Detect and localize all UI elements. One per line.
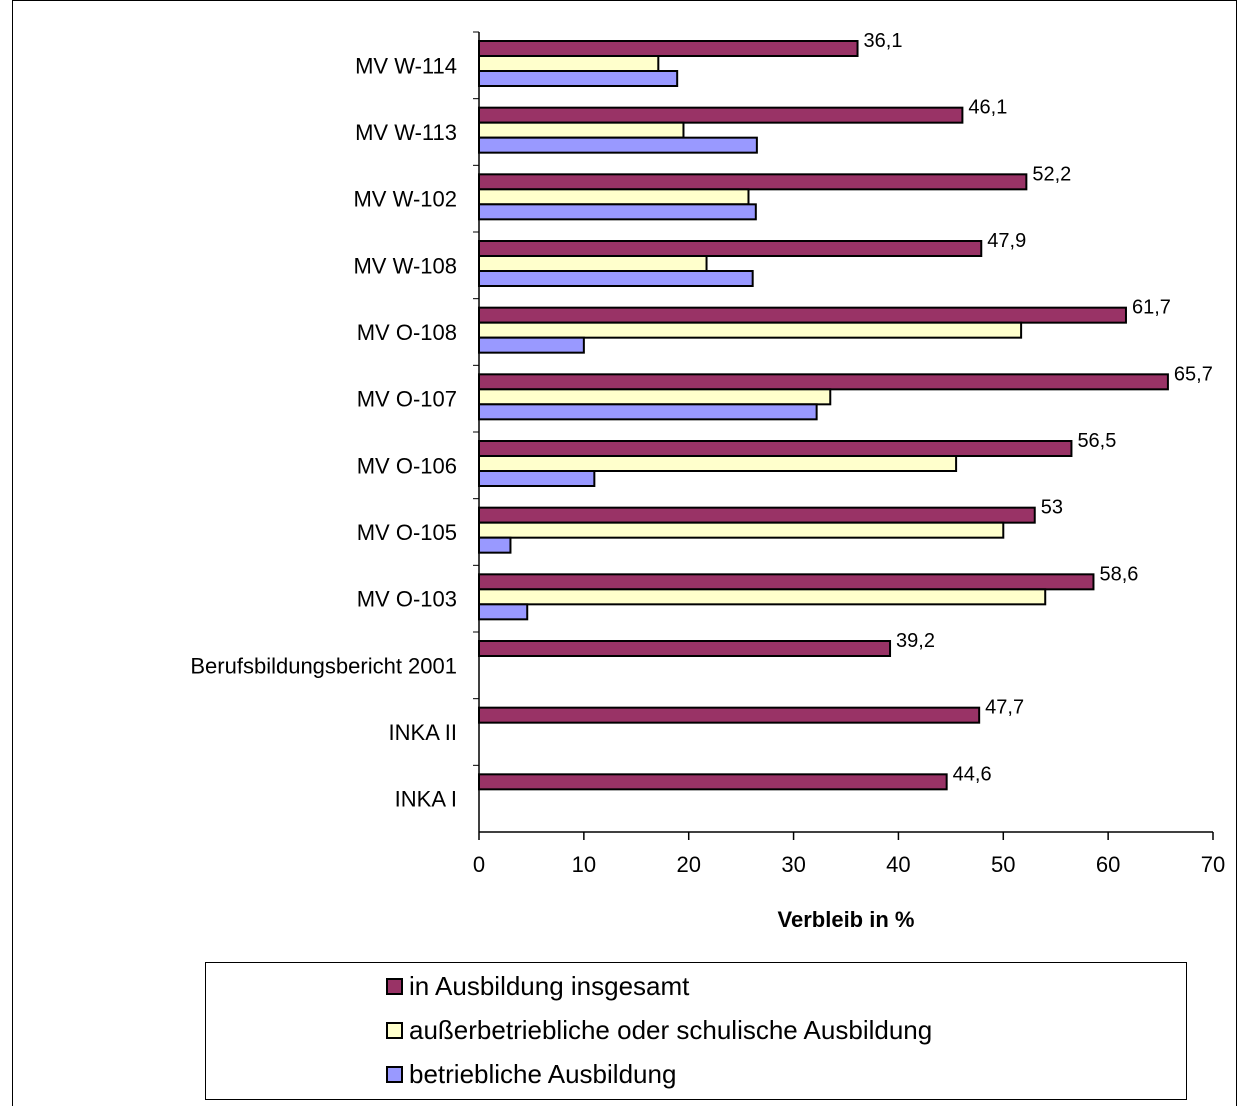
category-label: MV O-108 [357, 320, 457, 345]
bar [478, 136, 758, 154]
bar [478, 536, 512, 554]
legend-swatch-series-3 [386, 1066, 403, 1083]
bar [478, 521, 1005, 539]
bar [478, 603, 529, 621]
bar [478, 336, 585, 354]
data-label: 47,9 [987, 230, 1026, 252]
bar [478, 306, 1127, 324]
data-label: 56,5 [1077, 430, 1116, 452]
x-tick-label: 50 [991, 852, 1015, 877]
x-tick-label: 70 [1201, 852, 1225, 877]
bar [478, 270, 754, 287]
bar [478, 373, 1169, 391]
bar [478, 440, 1073, 457]
bar [478, 40, 859, 57]
bar [478, 70, 679, 87]
bar [478, 706, 981, 724]
bar [478, 106, 964, 124]
legend-item-series-2: außerbetriebliche oder schulische Ausbil… [386, 1015, 932, 1046]
bar [478, 573, 1095, 591]
category-label: MV O-103 [357, 587, 457, 612]
legend-label-series-2: außerbetriebliche oder schulische Ausbil… [409, 1015, 933, 1045]
category-label: MV W-108 [353, 253, 457, 278]
bar [478, 188, 750, 206]
legend-swatch-series-1 [386, 978, 403, 995]
bar [478, 403, 818, 421]
bar-chart: MV W-114 36,1 MV W-113 46,1 MV W-102 52,2 MV W… [190, 30, 1225, 932]
chart-frame [12, 0, 1237, 1106]
bar [478, 388, 832, 406]
legend: in Ausbildung insgesamt außerbetrieblich… [205, 962, 1187, 1100]
category-label: MV W-114 [355, 53, 457, 78]
x-tick-label: 40 [886, 852, 910, 877]
data-label: 47,7 [985, 697, 1024, 719]
bar [478, 255, 708, 272]
bar [478, 240, 983, 257]
x-tick-label: 10 [572, 852, 596, 877]
category-label: MV W-113 [355, 120, 457, 145]
bar [478, 470, 596, 487]
data-label: 39,2 [896, 630, 935, 652]
data-label: 52,2 [1032, 163, 1071, 185]
bar [478, 55, 660, 72]
legend-item-series-3: betriebliche Ausbildung [386, 1059, 676, 1090]
category-label: MV O-105 [357, 520, 457, 545]
bar [478, 121, 685, 139]
bar [478, 455, 958, 472]
bar [478, 506, 1036, 524]
data-label: 36,1 [864, 30, 903, 52]
data-label: 61,7 [1132, 297, 1171, 319]
x-tick-label: 0 [473, 852, 485, 877]
bar [478, 773, 948, 791]
data-label: 53 [1041, 497, 1063, 519]
x-axis-title: Verbleib in % [778, 907, 915, 932]
x-tick-label: 20 [676, 852, 700, 877]
category-label: INKA I [395, 787, 457, 812]
category-label: INKA II [389, 720, 457, 745]
bar [478, 640, 892, 657]
category-label: Berufsbildungsbericht 2001 [190, 653, 457, 678]
data-label: 65,7 [1174, 363, 1213, 385]
bar [478, 321, 1023, 339]
category-label: MV O-106 [357, 453, 457, 478]
category-label: MV O-107 [357, 387, 457, 412]
legend-label-series-3: betriebliche Ausbildung [409, 1059, 677, 1089]
x-tick-label: 30 [781, 852, 805, 877]
legend-swatch-series-2 [386, 1022, 403, 1039]
data-label: 44,6 [953, 763, 992, 785]
legend-label-series-1: in Ausbildung insgesamt [409, 971, 690, 1001]
bar [478, 173, 1028, 191]
bar [478, 588, 1047, 606]
bar [478, 203, 757, 221]
data-label: 58,6 [1099, 563, 1138, 585]
legend-item-series-1: in Ausbildung insgesamt [386, 971, 689, 1002]
data-label: 46,1 [968, 97, 1007, 119]
x-tick-label: 60 [1096, 852, 1120, 877]
category-label: MV W-102 [353, 187, 457, 212]
